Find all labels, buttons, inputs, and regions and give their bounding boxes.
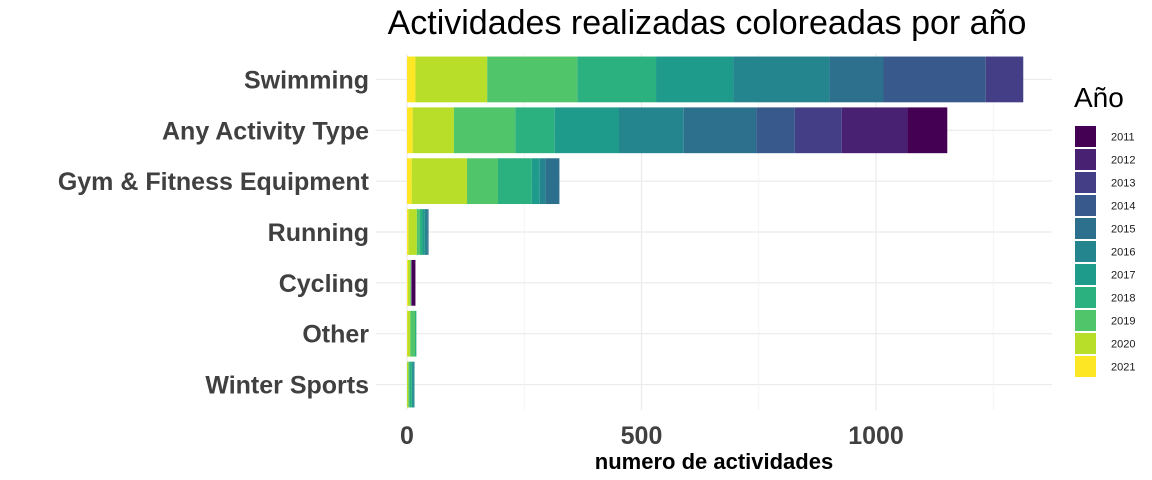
bar-segment	[410, 310, 415, 357]
bar-segment	[407, 259, 408, 306]
bar-segment	[531, 158, 540, 205]
category-label: Swimming	[244, 66, 369, 94]
bar-segment	[407, 259, 411, 306]
bars	[407, 56, 1024, 408]
legend-label: 2012	[1111, 155, 1135, 167]
bar-segment	[416, 209, 420, 255]
bar-segment	[539, 158, 546, 205]
legend-label: 2013	[1111, 178, 1135, 190]
bar-segment	[414, 310, 417, 357]
legend-key	[1075, 264, 1096, 285]
bar-segment	[487, 56, 578, 103]
legend-key	[1075, 241, 1096, 262]
legend-label: 2016	[1111, 247, 1135, 259]
legend-label: 2021	[1111, 362, 1135, 374]
legend-label: 2015	[1111, 224, 1135, 236]
legend-key	[1075, 172, 1096, 193]
x-tick-labels: 0 500 1000	[400, 422, 904, 450]
bar-segment	[411, 158, 468, 205]
bar-segment	[453, 107, 516, 154]
bar-segment	[408, 209, 417, 255]
bar-segment	[577, 56, 657, 103]
bar-segment	[683, 107, 757, 154]
legend-key	[1075, 287, 1096, 308]
bar-segment	[407, 310, 411, 357]
category-label: Running	[268, 219, 369, 247]
category-label: Winter Sports	[205, 372, 369, 400]
bar-segment	[545, 158, 560, 205]
bar-segment	[554, 107, 619, 154]
bar-segment	[411, 361, 414, 408]
category-label: Cycling	[279, 270, 369, 298]
bar-segment	[733, 56, 830, 103]
bar-segment	[515, 107, 555, 154]
bar-segment	[407, 158, 412, 205]
bar-segment	[883, 56, 986, 103]
legend-label: 2018	[1111, 293, 1135, 305]
bar-segment	[409, 361, 412, 408]
bar-segment	[907, 107, 948, 154]
legend-label: 2014	[1111, 201, 1135, 213]
bar-segment	[407, 361, 409, 408]
bar-segment	[422, 209, 425, 255]
category-label: Any Activity Type	[162, 117, 369, 145]
bar-segment	[411, 259, 416, 306]
bar-segment	[413, 361, 415, 408]
bar-segment	[985, 56, 1024, 103]
bar-segment	[794, 107, 842, 154]
bar-segment	[419, 209, 423, 255]
category-label: Gym & Fitness Equipment	[58, 168, 370, 196]
legend-key	[1075, 195, 1096, 216]
bar-segment	[424, 209, 428, 255]
legend-key	[1075, 356, 1096, 377]
bar-segment	[407, 209, 409, 255]
bar-segment	[412, 107, 454, 154]
legend: Año 2011 2012 2013 2014 2015 2016 2017 2018 2019…	[1074, 82, 1135, 377]
x-axis-title: numero de actividades	[595, 449, 833, 474]
category-label: Other	[302, 321, 369, 349]
legend-title: Año	[1074, 82, 1124, 113]
bar-segment	[408, 361, 410, 408]
legend-key	[1075, 218, 1096, 239]
x-tick-label: 500	[621, 422, 663, 450]
bar-segment	[841, 107, 908, 154]
legend-label: 2017	[1111, 270, 1135, 282]
chart-title: Actividades realizadas coloreadas por añ…	[388, 4, 1027, 42]
bar-segment	[415, 56, 488, 103]
bar-segment	[497, 158, 532, 205]
legend-key	[1075, 310, 1096, 331]
bar-segment	[467, 158, 498, 205]
bar-segment	[756, 107, 795, 154]
bar-segment	[410, 259, 412, 306]
legend-key	[1075, 149, 1096, 170]
x-tick-label: 1000	[848, 422, 904, 450]
category-labels: Swimming Any Activity Type Gym & Fitness E…	[58, 66, 370, 399]
bar-segment	[427, 209, 429, 255]
bar-segment	[618, 107, 684, 154]
legend-key	[1075, 126, 1096, 147]
legend-key	[1075, 333, 1096, 354]
legend-label: 2011	[1111, 132, 1135, 144]
bar-segment	[829, 56, 884, 103]
x-tick-label: 0	[400, 422, 414, 450]
legend-label: 2020	[1111, 339, 1135, 351]
bar-segment	[407, 107, 413, 154]
bar-segment	[407, 56, 416, 103]
bar-segment	[656, 56, 734, 103]
legend-label: 2019	[1111, 316, 1135, 328]
